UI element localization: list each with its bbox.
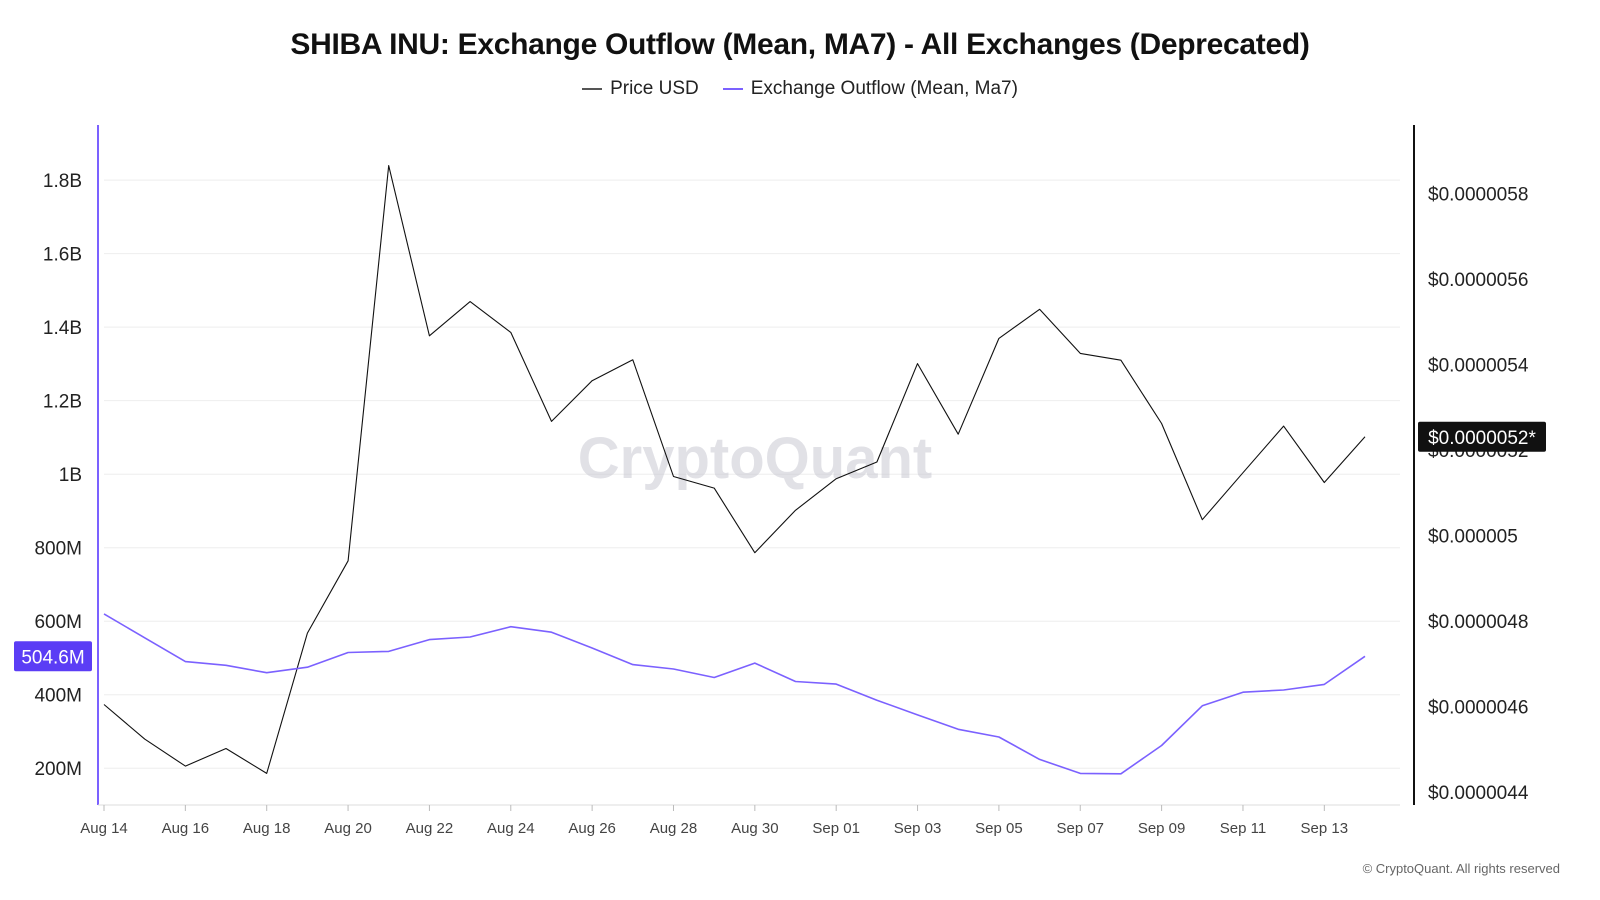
legend-item-price[interactable]: Price USD	[582, 78, 699, 100]
x-axis-tick-label: Sep 03	[894, 820, 942, 837]
legend-swatch-outflow	[722, 88, 743, 90]
right-last-value-tag: $0.0000052*	[1428, 428, 1536, 449]
right-axis-tick-label: $0.0000054	[1428, 355, 1529, 376]
chart-legend: Price USD Exchange Outflow (Mean, Ma7)	[0, 78, 1600, 100]
x-axis-tick-label: Aug 28	[650, 820, 698, 837]
x-axis-tick-label: Aug 30	[731, 820, 779, 837]
left-last-value-tag-bg	[14, 641, 92, 672]
right-axis-tick-label: $0.0000044	[1428, 783, 1529, 804]
exchange-outflow-line	[103, 613, 1366, 775]
right-axis-tick-label: $0.000005	[1428, 527, 1518, 548]
x-axis-tick-label: Sep 07	[1056, 820, 1104, 837]
right-axis-tick-label: $0.0000056	[1428, 270, 1528, 291]
left-last-value-tag: 504.6M	[21, 647, 84, 668]
x-axis-tick-label: Sep 01	[812, 820, 860, 837]
right-axis-tick-label: $0.0000058	[1428, 184, 1528, 205]
chart-title: SHIBA INU: Exchange Outflow (Mean, MA7) …	[290, 28, 1310, 61]
watermark: CryptoQuant	[578, 426, 932, 491]
x-axis-tick-label: Aug 22	[406, 820, 454, 837]
right-axis-tick-label: $0.0000046	[1428, 698, 1528, 719]
legend-item-outflow[interactable]: Exchange Outflow (Mean, Ma7)	[722, 78, 1018, 100]
x-axis-tick-label: Sep 13	[1301, 820, 1349, 837]
x-axis-tick-label: Aug 18	[243, 820, 291, 837]
left-axis-tick-label: 1.4B	[43, 318, 82, 339]
legend-label-outflow: Exchange Outflow (Mean, Ma7)	[750, 78, 1018, 99]
left-axis-tick-label: 200M	[34, 759, 82, 780]
x-axis-tick-label: Sep 05	[975, 820, 1023, 837]
left-axis-tick-label: 600M	[34, 612, 82, 633]
x-axis-tick-label: Aug 26	[568, 820, 616, 837]
x-axis-tick-label: Aug 14	[80, 820, 128, 837]
x-axis-tick-label: Aug 16	[162, 820, 210, 837]
x-axis-tick-label: Aug 20	[324, 820, 372, 837]
x-axis-tick-label: Sep 11	[1220, 820, 1266, 837]
left-axis-tick-label: 800M	[34, 539, 82, 560]
left-axis-tick-label: 1.2B	[43, 392, 82, 413]
grid-lines	[104, 179, 1400, 769]
right-axis-tick-label: $0.0000048	[1428, 612, 1528, 633]
watermark-text: CryptoQuant	[578, 426, 932, 491]
left-axis-tick-label: 1.6B	[43, 245, 82, 266]
left-axis-tick-label: 400M	[34, 686, 82, 707]
left-axis-tick-label: 1.8B	[43, 171, 82, 192]
value-tags: 504.6M $0.0000052*	[14, 421, 1546, 672]
price-usd-line	[103, 165, 1366, 774]
x-axis-tick-label: Sep 09	[1138, 820, 1186, 837]
legend-label-price: Price USD	[610, 78, 699, 99]
left-axis-tick-label: 1B	[59, 465, 82, 486]
legend-swatch-price	[582, 88, 603, 90]
right-last-value-tag-bg	[1418, 421, 1546, 452]
series-lines	[103, 165, 1366, 775]
x-axis-tick-label: Aug 24	[487, 820, 535, 837]
copyright-footer: © CryptoQuant. All rights reserved	[1362, 861, 1560, 876]
